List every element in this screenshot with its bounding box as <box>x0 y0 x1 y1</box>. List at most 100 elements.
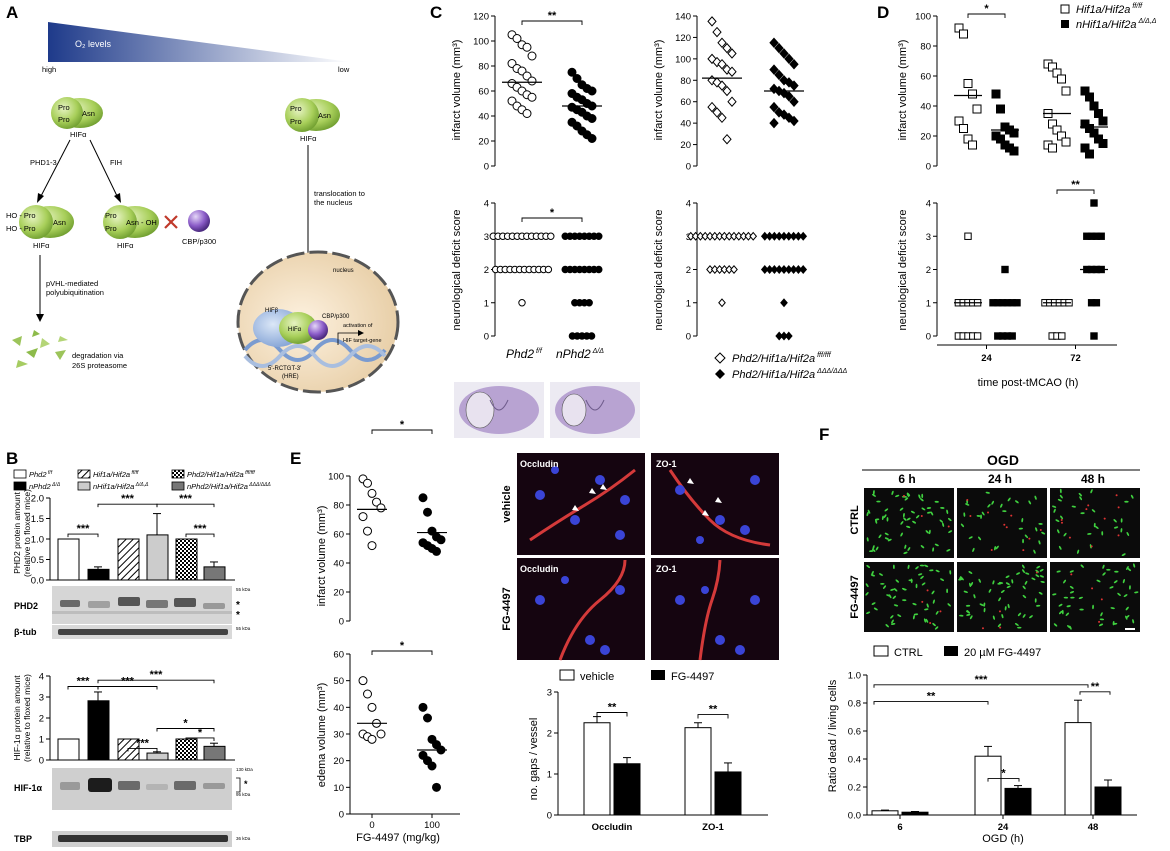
cell <box>1038 591 1043 595</box>
x-tick-label: Occludin <box>592 822 633 833</box>
cell <box>942 522 945 527</box>
asn-label: Asn <box>82 109 95 118</box>
chart-c-infarct-left: 0 20 40 60 80 100 120 ** <box>473 10 602 173</box>
cell <box>906 525 911 529</box>
cell <box>883 585 887 589</box>
data-point <box>527 76 537 86</box>
data-point <box>418 493 428 503</box>
cell <box>1123 594 1128 597</box>
dead-cell <box>1028 537 1031 540</box>
cell <box>1039 575 1044 578</box>
cell <box>869 550 874 553</box>
significance-bracket <box>987 778 1020 782</box>
chart-c-nds-left: 0 1 2 3 4 * <box>484 199 603 343</box>
cell <box>978 578 981 583</box>
data-point <box>1090 199 1098 207</box>
x-tick-label: 48 <box>1088 822 1099 833</box>
cell <box>1121 553 1126 556</box>
cell <box>979 603 984 606</box>
y-tick-label: 2 <box>926 265 931 276</box>
data-point <box>789 80 799 91</box>
western-blot-btub <box>52 625 232 639</box>
kda-55: 55 kDa <box>236 587 251 592</box>
cell <box>900 520 904 525</box>
cell <box>906 517 911 521</box>
y-tick-label: 120 <box>675 33 691 44</box>
significance-bracket <box>521 20 583 25</box>
legend-label: Phd2/Hif1a/Hif2a fff/fff <box>187 470 255 479</box>
cell <box>1079 608 1084 611</box>
nucleus-label: nucleus <box>333 268 354 274</box>
cell <box>926 511 932 514</box>
cell <box>1057 529 1060 534</box>
y-tick-label: 30 <box>333 730 344 741</box>
cell <box>1124 500 1129 503</box>
cell <box>1018 527 1023 530</box>
cell <box>919 564 925 567</box>
significance-bracket <box>1079 691 1111 695</box>
cell <box>890 588 895 591</box>
arrow-phd <box>39 139 71 199</box>
cell <box>871 548 876 552</box>
hre-label: (HRE) <box>282 374 299 380</box>
phd2-ylabel-2: (relative to floxed mice) <box>22 489 32 577</box>
cell <box>924 608 929 611</box>
ogd-time-48h: 48 h <box>1081 472 1105 486</box>
y-tick-label: 4 <box>484 199 489 210</box>
significance-bracket <box>97 686 158 690</box>
bar <box>871 810 899 816</box>
panel-letter-d: D <box>877 3 889 22</box>
data-point <box>972 104 982 114</box>
y-tick-label: 50 <box>333 676 344 687</box>
legend-swatch <box>77 469 91 479</box>
significance-bracket <box>596 712 628 717</box>
cell <box>918 494 921 499</box>
y-tick-label: 0 <box>547 811 552 822</box>
data-point <box>367 488 377 498</box>
y-tick-label: 120 <box>473 12 489 23</box>
legend-fg4497: 20 µM FG-4497 <box>964 647 1041 659</box>
cell <box>931 590 935 595</box>
bar <box>203 566 226 581</box>
d-legend: Hif1a/Hif2a ff/ff nHif1a/Hif2a Δ/Δ,Δ <box>1060 3 1157 31</box>
y-tick-label: 80 <box>333 501 344 512</box>
row-label-ctrl: CTRL <box>849 505 861 535</box>
chart-phd2-protein: 0.0 0.5 1.0 1.5 2.0 *** *** *** *** <box>31 493 235 587</box>
cell <box>865 592 869 596</box>
cell <box>904 544 907 549</box>
western-blot-hif1a <box>52 768 232 810</box>
y-tick-label: 0 <box>39 756 44 767</box>
data-point <box>1085 149 1094 159</box>
cell <box>960 576 964 581</box>
cell <box>1079 496 1083 501</box>
cell <box>918 573 923 576</box>
data-point <box>522 42 532 52</box>
cell <box>875 519 878 524</box>
hif-alpha-top-left: Pro Pro Asn HIFα <box>51 97 103 139</box>
cell <box>907 547 911 551</box>
data-point <box>527 92 537 102</box>
cell <box>1000 503 1003 508</box>
significance-label: *** <box>121 493 135 505</box>
cell <box>903 551 908 555</box>
legend-swatch <box>13 481 27 491</box>
y-tick-label: 1 <box>686 298 691 309</box>
cell <box>1039 568 1044 572</box>
data-point <box>1089 101 1099 111</box>
cell <box>1059 610 1063 615</box>
significance-label: ** <box>709 704 718 716</box>
cell <box>1058 603 1063 607</box>
cell <box>985 491 990 494</box>
data-point <box>730 265 738 274</box>
kda-36: 36 kDa <box>236 836 251 841</box>
y-tick-label: 40 <box>478 112 489 123</box>
legend-label: nPhd2 Δ/Δ <box>29 482 61 491</box>
cell <box>946 509 949 514</box>
cell <box>891 490 894 495</box>
cell <box>1070 596 1075 599</box>
micrograph-fg-zo1 <box>651 558 779 660</box>
data-point <box>996 104 1005 114</box>
dead-cell <box>1103 517 1106 520</box>
